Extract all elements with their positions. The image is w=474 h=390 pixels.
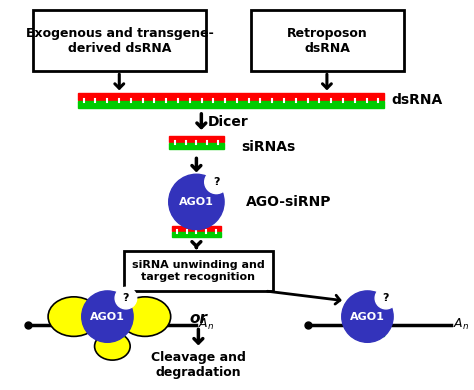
- Bar: [91, 326, 97, 337]
- Ellipse shape: [95, 332, 130, 360]
- Bar: [78, 101, 384, 108]
- Text: ?: ?: [213, 177, 219, 187]
- Circle shape: [342, 291, 393, 342]
- Text: Dicer: Dicer: [207, 115, 248, 129]
- Circle shape: [82, 291, 133, 342]
- Bar: [172, 232, 221, 236]
- Text: AGO-siRNP: AGO-siRNP: [246, 195, 331, 209]
- Text: AGO1: AGO1: [350, 312, 385, 322]
- Circle shape: [115, 287, 137, 309]
- FancyBboxPatch shape: [124, 252, 273, 291]
- FancyBboxPatch shape: [251, 10, 404, 71]
- Bar: [360, 326, 366, 337]
- Text: ?: ?: [123, 293, 129, 303]
- Ellipse shape: [119, 297, 171, 337]
- Text: siRNAs: siRNAs: [241, 140, 295, 154]
- Bar: [369, 326, 375, 337]
- Text: AGO1: AGO1: [179, 197, 214, 207]
- Circle shape: [205, 170, 228, 193]
- Text: $A_n$: $A_n$: [454, 317, 470, 332]
- Text: dsRNA: dsRNA: [391, 93, 442, 107]
- Bar: [378, 326, 384, 337]
- Text: ?: ?: [383, 293, 389, 303]
- FancyBboxPatch shape: [33, 10, 206, 71]
- Text: Cleavage and
degradation: Cleavage and degradation: [151, 351, 246, 379]
- Circle shape: [169, 174, 224, 230]
- Ellipse shape: [48, 297, 100, 337]
- Bar: [351, 326, 357, 337]
- Bar: [109, 326, 115, 337]
- Text: or: or: [190, 311, 208, 326]
- Bar: [78, 93, 384, 100]
- Bar: [169, 136, 224, 142]
- Text: $A_n$: $A_n$: [199, 317, 215, 332]
- Text: siRNA unwinding and
target recognition: siRNA unwinding and target recognition: [132, 261, 265, 282]
- Text: Retroposon
dsRNA: Retroposon dsRNA: [287, 27, 368, 55]
- Circle shape: [375, 287, 397, 309]
- Bar: [118, 326, 124, 337]
- Bar: [172, 226, 221, 230]
- Text: AGO1: AGO1: [90, 312, 125, 322]
- Bar: [169, 143, 224, 149]
- Bar: [100, 326, 106, 337]
- Text: Exogenous and transgene-
derived dsRNA: Exogenous and transgene- derived dsRNA: [26, 27, 214, 55]
